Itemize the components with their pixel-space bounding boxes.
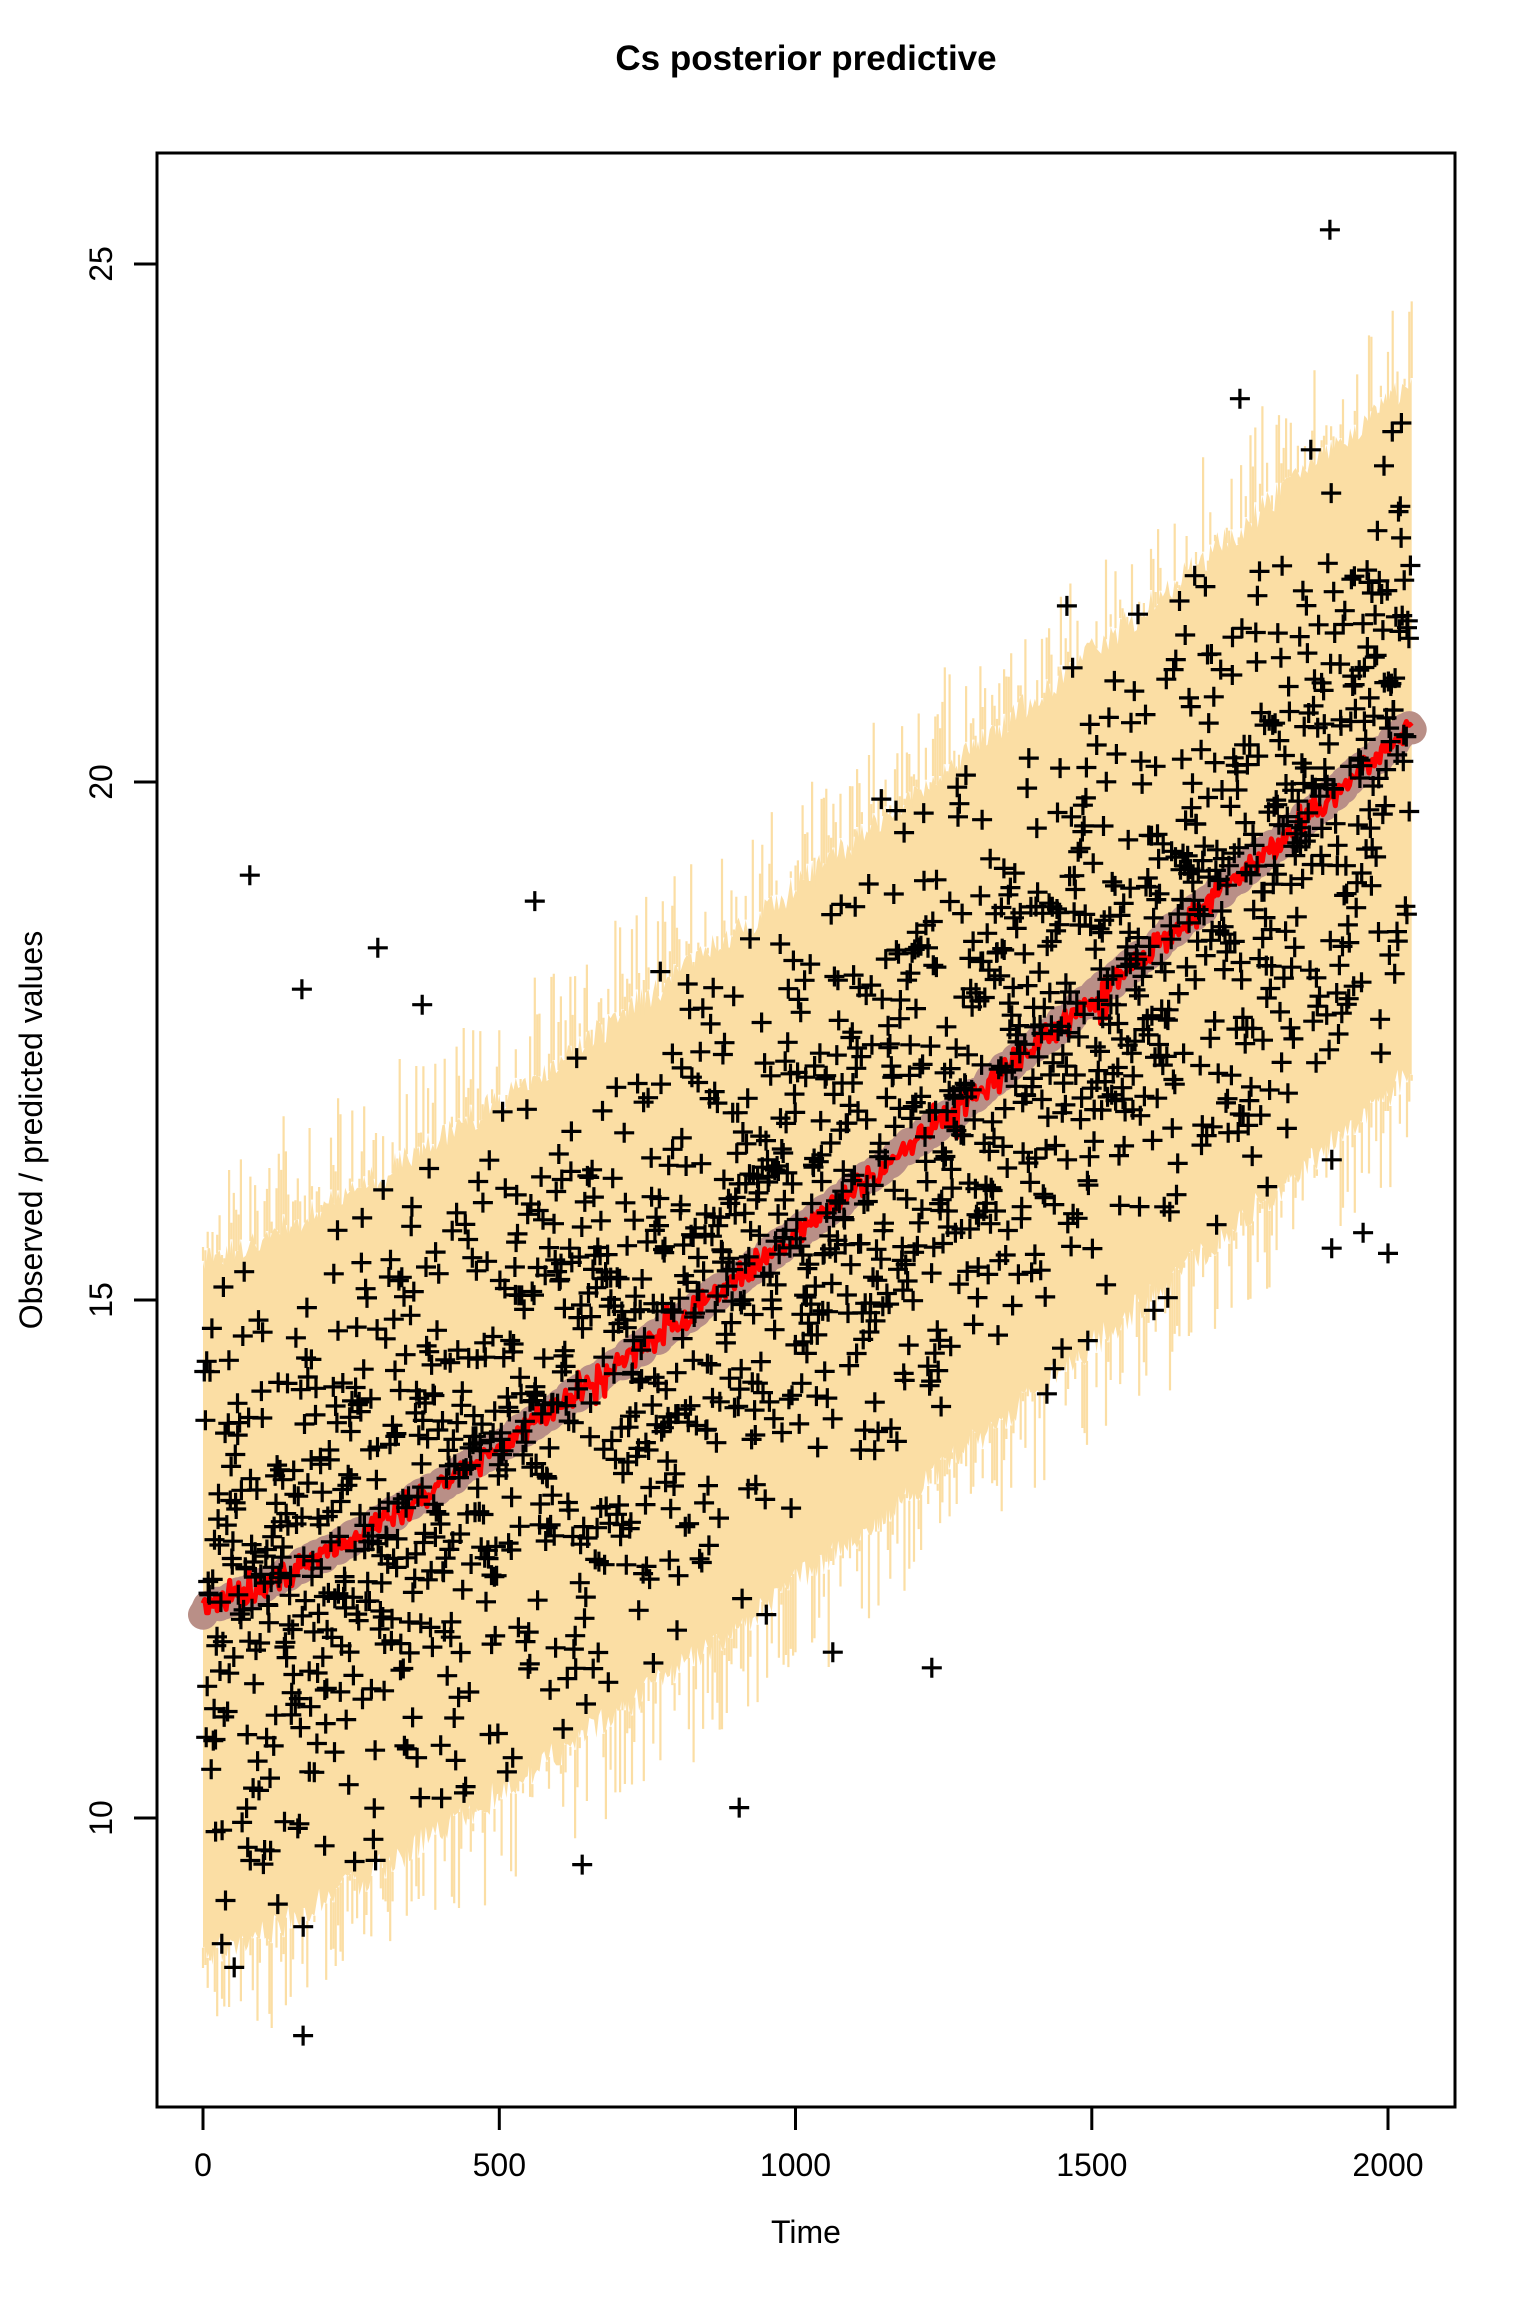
y-tick-label: 20 (83, 764, 119, 800)
band-fill (203, 378, 1412, 1965)
observation-markers (194, 219, 1421, 2046)
x-tick-label: 500 (473, 2147, 526, 2183)
y-tick-label: 25 (83, 246, 119, 282)
y-tick-label: 15 (83, 1282, 119, 1318)
chart-title: Cs posterior predictive (615, 39, 996, 78)
x-tick-label: 0 (194, 2147, 212, 2183)
x-tick-label: 1000 (760, 2147, 831, 2183)
y-axis: 10 15 20 25 (83, 246, 157, 1836)
posterior-median-line (200, 719, 1414, 1617)
x-axis-label: Time (771, 2214, 841, 2250)
observations-layer (194, 219, 1421, 2046)
x-tick-label: 1500 (1056, 2147, 1127, 2183)
y-axis-label: Observed / predicted values (13, 931, 49, 1329)
plot-border (155, 151, 1457, 2109)
x-tick-label: 2000 (1352, 2147, 1423, 2183)
x-axis: 0 500 1000 1500 2000 (194, 2107, 1424, 2183)
y-tick-label: 10 (83, 1800, 119, 1836)
